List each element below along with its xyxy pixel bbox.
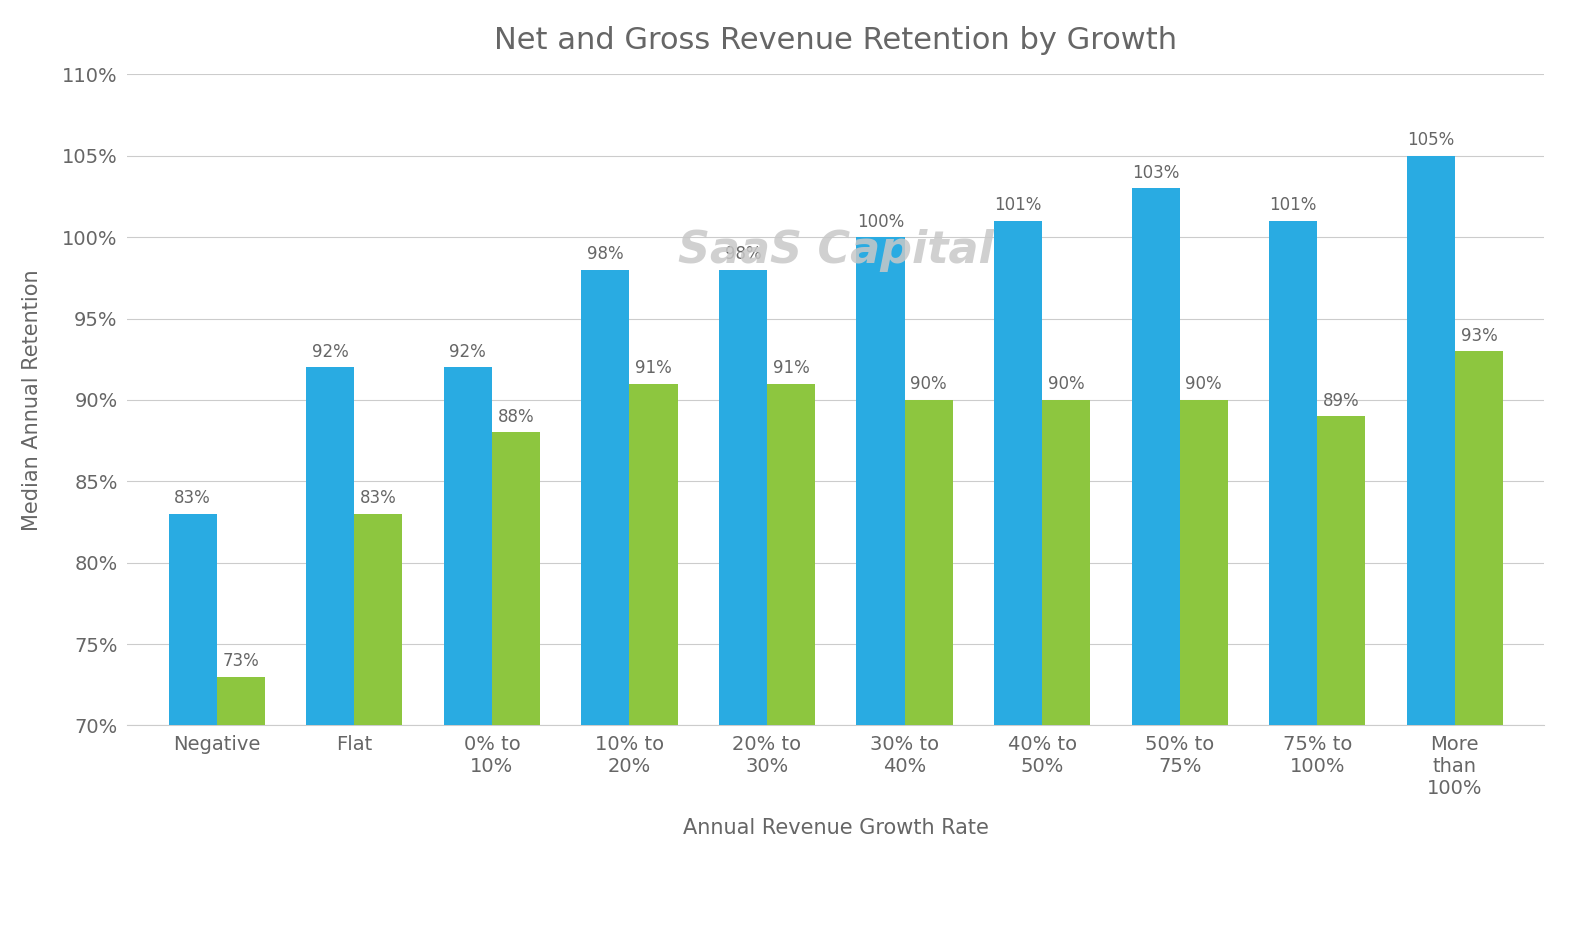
Text: 91%: 91%: [635, 359, 672, 378]
Bar: [1043, 400, 1091, 930]
Text: 101%: 101%: [995, 196, 1041, 215]
Text: 89%: 89%: [1323, 392, 1360, 409]
Text: 101%: 101%: [1269, 196, 1317, 215]
Text: 98%: 98%: [587, 246, 624, 263]
Bar: [767, 383, 815, 930]
Bar: [904, 400, 952, 930]
Bar: [1269, 221, 1317, 930]
Bar: [306, 367, 355, 930]
Bar: [169, 513, 217, 930]
Bar: [1132, 189, 1180, 930]
Text: 90%: 90%: [911, 376, 947, 393]
Text: 92%: 92%: [449, 343, 486, 361]
Bar: [581, 270, 629, 930]
Text: 100%: 100%: [856, 213, 904, 231]
Y-axis label: Median Annual Retention: Median Annual Retention: [22, 269, 43, 531]
Text: 103%: 103%: [1132, 164, 1180, 182]
Text: 93%: 93%: [1460, 326, 1496, 345]
Text: SaaS Capital: SaaS Capital: [678, 229, 993, 272]
Bar: [444, 367, 492, 930]
Text: 91%: 91%: [772, 359, 809, 378]
Text: 98%: 98%: [724, 246, 761, 263]
Bar: [1317, 416, 1366, 930]
Title: Net and Gross Revenue Retention by Growth: Net and Gross Revenue Retention by Growt…: [494, 26, 1178, 56]
Bar: [629, 383, 678, 930]
Bar: [720, 270, 767, 930]
Text: 90%: 90%: [1186, 376, 1223, 393]
Bar: [856, 237, 904, 930]
Text: 92%: 92%: [312, 343, 349, 361]
Text: 90%: 90%: [1048, 376, 1084, 393]
Bar: [1180, 400, 1227, 930]
Text: 105%: 105%: [1407, 131, 1455, 150]
Bar: [1407, 156, 1455, 930]
Bar: [492, 432, 540, 930]
X-axis label: Annual Revenue Growth Rate: Annual Revenue Growth Rate: [683, 817, 989, 838]
Bar: [217, 677, 264, 930]
Bar: [993, 221, 1043, 930]
Text: 73%: 73%: [223, 652, 259, 670]
Text: 83%: 83%: [175, 489, 212, 508]
Legend: Net Median Revenue Retention, Gross Median Revenue Retention: Net Median Revenue Retention, Gross Medi…: [344, 927, 1102, 930]
Text: 83%: 83%: [360, 489, 396, 508]
Bar: [1455, 352, 1503, 930]
Bar: [355, 513, 403, 930]
Text: 88%: 88%: [498, 408, 535, 426]
